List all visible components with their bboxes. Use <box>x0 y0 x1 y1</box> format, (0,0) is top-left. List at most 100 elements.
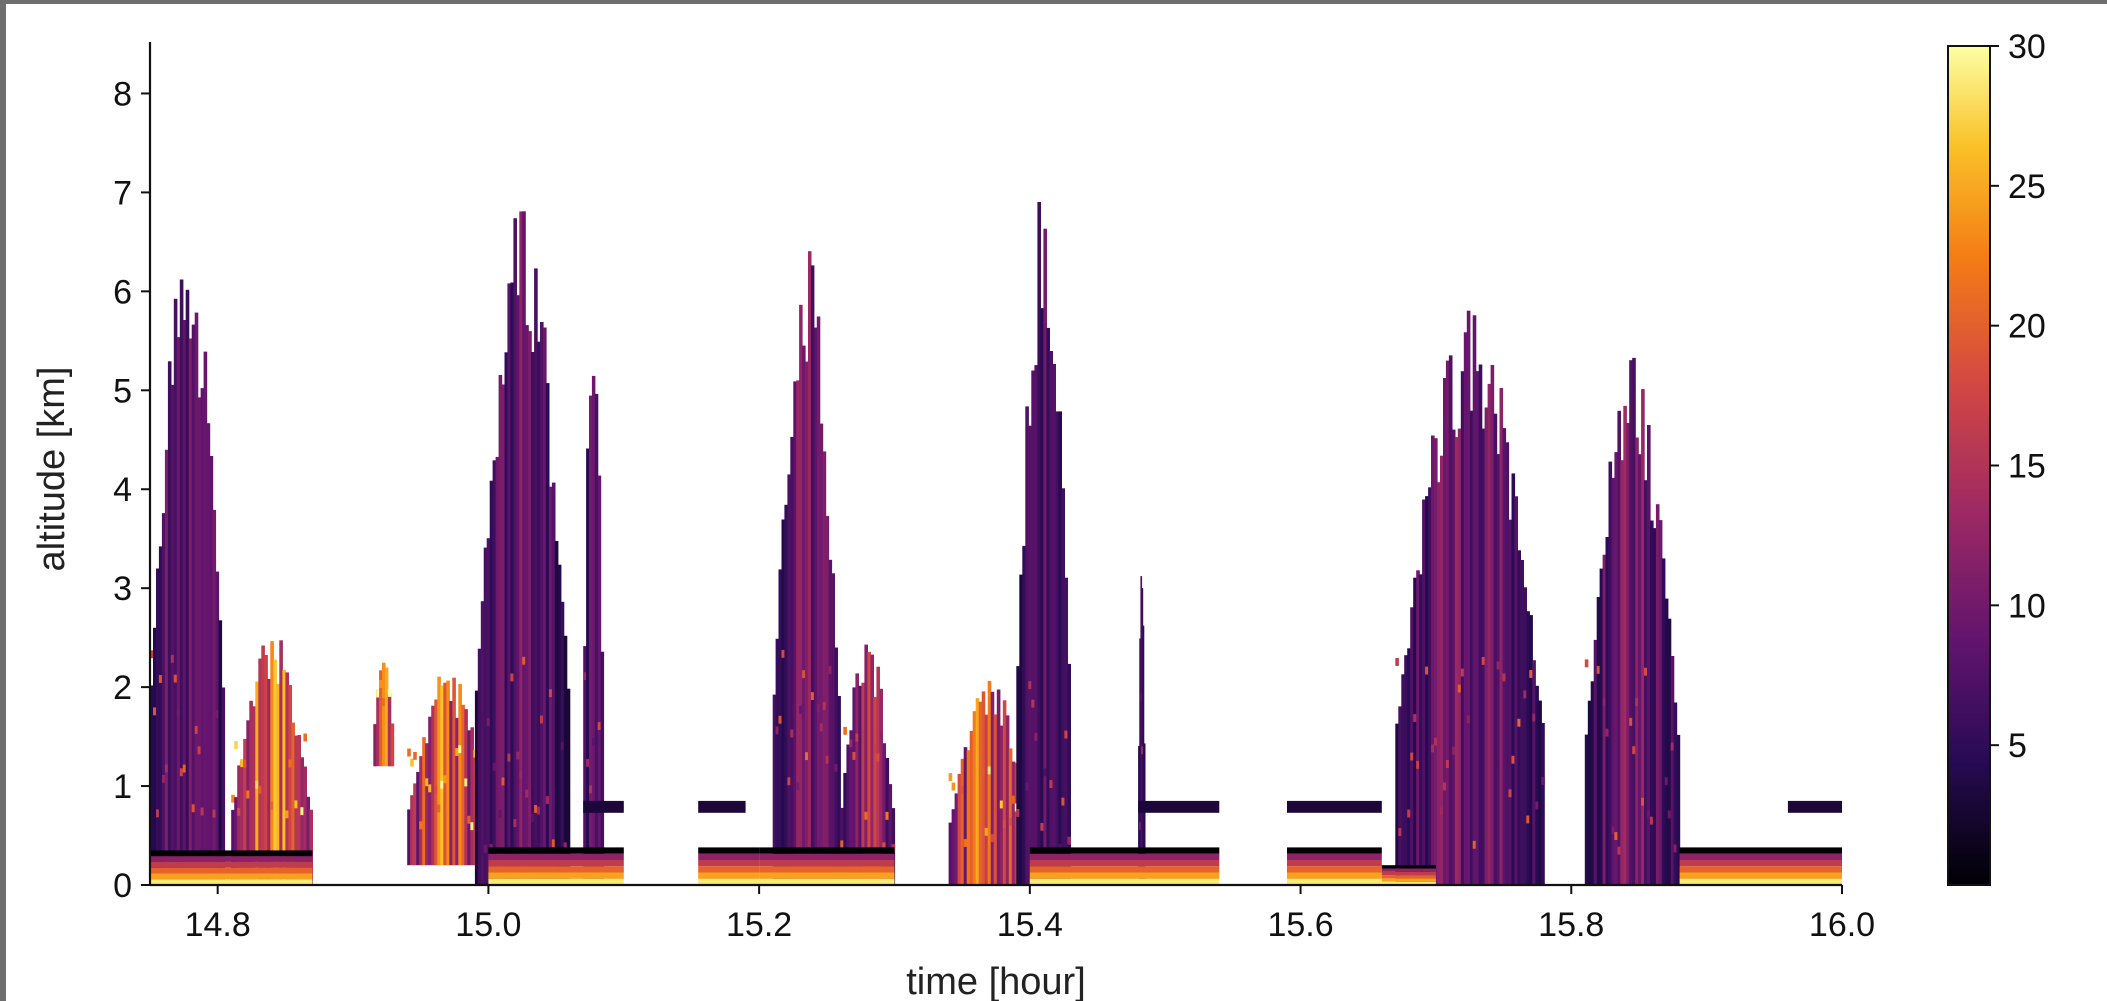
heatmap-cell <box>188 338 193 885</box>
heatmap-feature-plume <box>772 251 841 886</box>
y-tick-label: 3 <box>113 570 132 608</box>
heatmap-cell <box>594 393 599 885</box>
heatmap-cell <box>200 807 205 816</box>
heatmap-cell <box>1502 673 1507 682</box>
heatmap-cell <box>467 815 471 824</box>
heatmap-cell <box>787 777 791 786</box>
heatmap-cell <box>376 689 380 767</box>
heatmap-cell <box>1448 355 1453 885</box>
heatmap-cell <box>1523 690 1527 699</box>
y-tick-label: 6 <box>113 273 132 311</box>
heatmap-cell <box>1679 872 1842 879</box>
heatmap-cell <box>197 746 202 755</box>
heatmap-cell <box>778 569 782 885</box>
heatmap-cell <box>488 859 624 867</box>
heatmap-cell <box>698 866 760 873</box>
heatmap-cell <box>197 397 202 885</box>
heatmap-cell <box>379 680 383 688</box>
heatmap-cell <box>822 451 827 885</box>
heatmap-cell <box>150 873 313 880</box>
heatmap-cell <box>522 211 526 886</box>
heatmap-cell <box>1511 473 1516 885</box>
heatmap-cell <box>531 814 535 823</box>
heatmap-feature-thin_layer <box>1787 800 1842 813</box>
heatmap-cell <box>513 819 517 827</box>
x-tick-label: 16.0 <box>1809 906 1875 944</box>
heatmap-cell <box>273 659 277 885</box>
heatmap-cell <box>1611 477 1616 885</box>
heatmap-cell <box>1061 797 1065 806</box>
heatmap-cell <box>951 782 956 791</box>
heatmap-cell <box>531 352 535 885</box>
heatmap-cell <box>1407 809 1411 818</box>
heatmap-cell <box>1664 598 1669 885</box>
colorbar-tick-label: 30 <box>2008 28 2046 66</box>
heatmap-cell <box>1049 351 1053 885</box>
heatmap-cell <box>501 384 506 885</box>
heatmap-cell <box>879 688 883 885</box>
heatmap-cell <box>306 796 310 885</box>
heatmap-cell <box>1413 714 1417 722</box>
heatmap-cell <box>158 675 163 683</box>
x-tick-label: 15.0 <box>455 906 521 944</box>
heatmap-cell <box>1052 811 1056 819</box>
heatmap-cell <box>303 766 307 885</box>
heatmap-cell <box>1487 383 1492 885</box>
heatmap-cell <box>437 804 441 813</box>
heatmap-cell <box>270 801 274 810</box>
heatmap-cell <box>799 706 803 714</box>
heatmap-cell <box>303 733 307 742</box>
heatmap-cell <box>825 515 830 885</box>
heatmap-cell <box>464 778 468 787</box>
heatmap-cell <box>1043 228 1047 885</box>
heatmap-cell <box>1517 718 1521 727</box>
heatmap-cell <box>825 755 830 764</box>
heatmap-cell <box>1629 717 1633 726</box>
heatmap-cell <box>382 662 386 767</box>
heatmap-cell <box>413 751 417 760</box>
heatmap-cell <box>1287 866 1382 873</box>
heatmap-cell <box>1407 648 1411 885</box>
heatmap-cell <box>387 693 392 767</box>
heatmap-cell <box>1670 742 1675 751</box>
heatmap-cell <box>802 345 806 886</box>
heatmap-cell <box>1502 428 1507 885</box>
heatmap-cell <box>1484 407 1489 885</box>
heatmap-cell <box>790 436 794 885</box>
heatmap-cell <box>170 654 175 663</box>
colorbar-tick-label: 15 <box>2008 448 2046 486</box>
heatmap-cell <box>987 680 992 885</box>
heatmap-cell <box>261 645 265 885</box>
heatmap-cell <box>987 766 992 775</box>
heatmap-cell <box>498 375 503 885</box>
heatmap-cell <box>1440 455 1444 885</box>
heatmap-cell <box>1617 410 1621 885</box>
heatmap-cell <box>1602 698 1607 707</box>
heatmap-feature-plume <box>231 640 313 885</box>
heatmap-cell <box>799 304 803 885</box>
heatmap-cell <box>194 726 199 734</box>
heatmap-cell <box>413 783 417 866</box>
heatmap-cell <box>1029 853 1220 860</box>
heatmap-cell <box>698 872 760 879</box>
heatmap-cell <box>270 641 274 885</box>
heatmap-cell <box>1541 777 1545 785</box>
heatmap-cell <box>885 811 890 820</box>
heatmap-cell <box>150 850 313 857</box>
heatmap-cell <box>1590 681 1595 885</box>
heatmap-cell <box>1058 411 1062 885</box>
heatmap-cell <box>1008 817 1013 826</box>
heatmap-cell <box>410 795 414 866</box>
heatmap-cell <box>1514 496 1518 885</box>
heatmap-cell <box>243 739 247 885</box>
heatmap-cell <box>597 475 602 885</box>
heatmap-cell <box>1478 364 1483 885</box>
heatmap-cell <box>554 541 559 885</box>
heatmap-cell <box>843 773 847 885</box>
heatmap-cell <box>849 739 853 748</box>
heatmap-cell <box>285 810 289 819</box>
heatmap-cell <box>1287 847 1382 854</box>
x-tick-label: 14.8 <box>185 906 251 944</box>
heatmap-cell <box>1620 460 1624 885</box>
y-tick-label: 7 <box>113 174 132 212</box>
